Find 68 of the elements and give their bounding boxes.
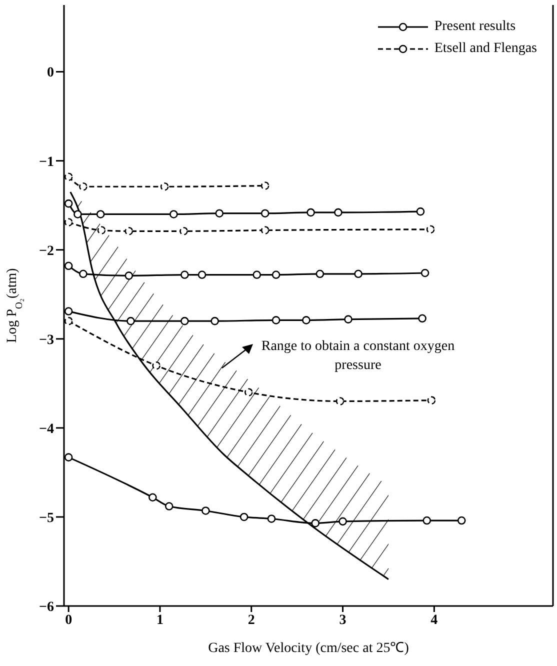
point [126,316,135,326]
point [354,270,362,278]
point [215,209,224,218]
point [180,316,189,326]
point [180,227,188,236]
point [316,270,324,278]
point [74,210,82,218]
point [306,208,315,217]
point [272,316,280,324]
point [64,316,73,326]
y-tick-label: −2 [39,244,54,259]
point [79,182,88,191]
y-tick-label: 0 [47,66,54,81]
x-tick-label: 0 [65,612,72,628]
point [336,397,344,406]
point [148,493,157,502]
y-tick-label: −4 [39,422,54,437]
legend-label: Etsell and Flengas [434,40,537,58]
point [160,182,169,191]
point [244,388,253,396]
legend-label: Present results [434,18,516,36]
point [338,517,347,526]
point [334,208,342,217]
point [64,218,73,226]
point [420,268,430,278]
y-tick-label: −3 [39,332,54,348]
point [198,270,206,279]
point [202,506,210,515]
point [152,361,160,370]
point [422,516,432,525]
point [64,172,73,181]
point [260,182,270,190]
point [457,516,466,525]
point [267,514,276,523]
y-tick-label: −6 [39,600,54,615]
y-tick-label: −1 [39,154,54,170]
point [170,210,178,218]
x-tick-label: 2 [248,612,255,628]
point [64,307,73,316]
point [260,209,270,218]
x-tick-label: 1 [156,612,164,628]
point [64,453,73,462]
y-tick-label: −5 [39,510,54,526]
point [272,270,280,279]
point [79,270,88,278]
point [164,502,174,510]
point [124,272,134,280]
point [302,316,310,324]
annotation: Range to obtain a constant oxygen pressure [260,338,456,375]
point [180,270,189,279]
point [426,225,435,234]
point [311,519,320,528]
point [97,226,106,234]
point [240,512,248,522]
point [64,199,73,208]
point [210,316,219,326]
x-axis-title: Gas Flow Velocity (cm/sec at 25℃) [208,641,410,656]
point [260,226,270,234]
x-tick-label: 4 [430,612,438,628]
point [64,262,73,270]
point [416,207,425,216]
point [252,270,262,279]
point [96,210,105,218]
point [344,315,352,324]
point [427,396,436,404]
point [124,227,134,236]
x-tick-label: 3 [339,612,346,628]
point [418,314,426,323]
